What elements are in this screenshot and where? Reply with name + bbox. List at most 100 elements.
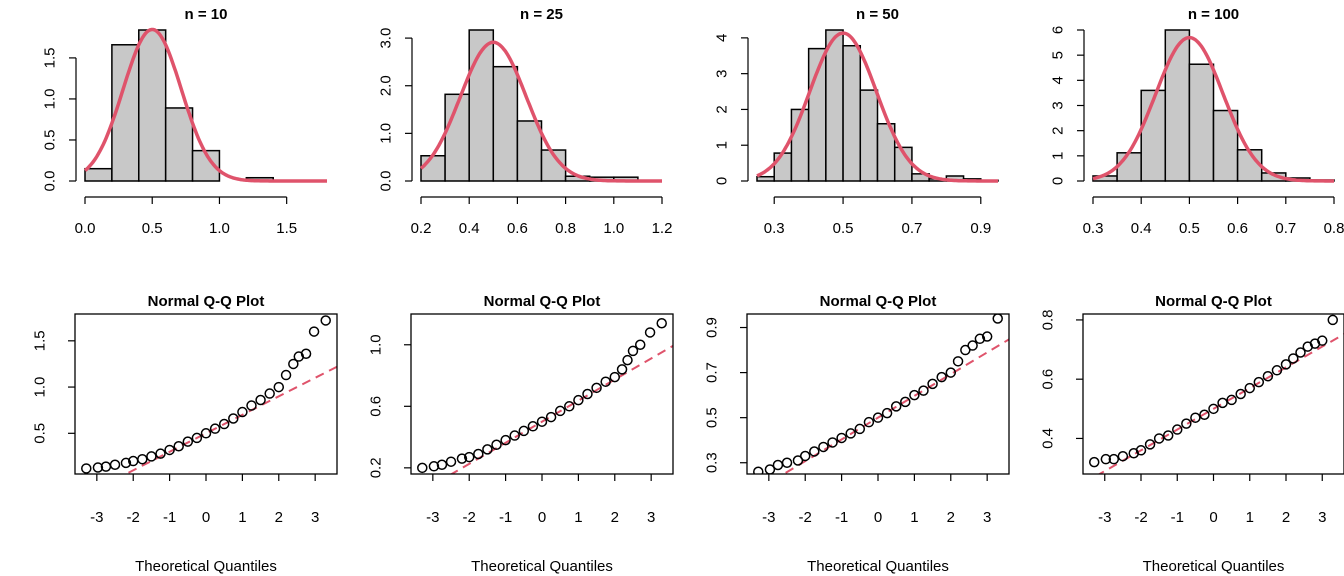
- x-tick-label: -3: [426, 509, 439, 526]
- qq-point: [1144, 439, 1156, 450]
- x-tick-label: 0.7: [1275, 220, 1296, 237]
- x-axis-title: Theoretical Quantiles: [471, 558, 613, 575]
- x-tick-label: 2: [1282, 509, 1290, 526]
- density-curve: [419, 40, 662, 183]
- qq-point: [809, 446, 820, 457]
- y-tick-label: 0.2: [368, 457, 385, 478]
- y-tick-label: 3: [714, 69, 731, 77]
- histogram-title: n = 100: [1188, 6, 1239, 23]
- qq-point: [872, 412, 884, 423]
- y-tick-label: 0.9: [704, 317, 721, 338]
- qq-point: [1190, 412, 1201, 423]
- qq-point: [1117, 450, 1129, 462]
- qq-point: [799, 450, 811, 462]
- x-tick-label: 0.9: [970, 220, 991, 237]
- qq-point: [264, 388, 275, 399]
- histogram-bar: [164, 107, 194, 182]
- qq-point: [818, 441, 829, 453]
- qq-point: [967, 340, 978, 351]
- qq-panel-1: Normal Q-Q Plot -3 -2 -1 0 1 2 3 Theoretical Qua…: [32, 293, 338, 575]
- y-tick-label: 0: [1050, 177, 1067, 185]
- qq-point: [1162, 430, 1174, 441]
- qq-point: [218, 418, 230, 430]
- histogram-bar: [138, 29, 167, 182]
- y-tick-label: 0.3: [704, 452, 721, 473]
- qq-point: [909, 389, 920, 401]
- qq-point: [518, 425, 530, 437]
- qq-point: [635, 339, 646, 351]
- x-tick-label: 3: [311, 509, 319, 526]
- y-tick-label: 0.6: [1040, 369, 1057, 390]
- qq-point: [482, 444, 493, 455]
- qq-point: [1317, 335, 1328, 346]
- qq-point: [1100, 453, 1112, 465]
- qq-point: [600, 376, 611, 387]
- qq-point: [237, 406, 248, 418]
- x-axis-title: Theoretical Quantiles: [135, 558, 277, 575]
- x-tick-label: 1.2: [652, 220, 673, 237]
- x-tick-label: 0.5: [1179, 220, 1200, 237]
- histogram-bar: [468, 29, 495, 182]
- y-axis: 0 1 2 3 4 5 6: [1050, 26, 1085, 185]
- x-tick-label: 1.0: [209, 220, 230, 237]
- qq-point: [109, 459, 121, 471]
- qq-point: [436, 459, 448, 471]
- x-axis: -3 -2 -1 0 1 2 3 Theoretical Quantiles: [90, 474, 319, 575]
- x-tick-label: 0.5: [142, 220, 163, 237]
- histogram-bar: [825, 29, 844, 182]
- qq-point: [246, 400, 257, 411]
- x-tick-label: -2: [127, 509, 140, 526]
- qq-point: [854, 423, 866, 435]
- x-tick-label: 2: [275, 509, 283, 526]
- plot-frame: [410, 313, 674, 475]
- y-tick-label: 1.0: [32, 377, 49, 398]
- qq-point: [182, 436, 194, 447]
- qq-point: [173, 441, 184, 452]
- y-tick-label: 2: [714, 105, 731, 113]
- qq-point: [1271, 365, 1283, 376]
- qq-point: [273, 381, 285, 393]
- histogram-panel-2: n = 25 0.2 0.4 0.6 0.8 1.0 1.2 0.0 1.0 2.0 3.0: [378, 6, 673, 237]
- y-tick-label: 2.0: [378, 75, 395, 96]
- qq-point: [255, 394, 266, 406]
- histogram-bar: [492, 65, 519, 182]
- x-tick-label: 0.6: [507, 220, 528, 237]
- qq-point: [155, 448, 166, 459]
- x-tick-label: 2: [611, 509, 619, 526]
- qq-point: [609, 371, 621, 383]
- qq-point: [164, 444, 175, 456]
- qq-point: [417, 462, 428, 474]
- qq-point: [1253, 376, 1265, 388]
- qq-point: [890, 401, 902, 412]
- qq-point: [1199, 409, 1210, 420]
- qq-point: [1108, 453, 1120, 465]
- histogram-bar: [1116, 152, 1142, 182]
- x-tick-label: 1.5: [276, 220, 297, 237]
- histogram-panel-4: n = 100 0.3 0.4 0.5 0.6 0.7 0.8 0 1 2 3 4 5 6: [1050, 6, 1344, 237]
- histogram-title: n = 50: [856, 6, 899, 23]
- y-axis: 0.0 0.5 1.0 1.5: [42, 47, 77, 191]
- qq-title: Normal Q-Q Plot: [1155, 293, 1272, 310]
- qq-point: [463, 451, 475, 463]
- x-axis: -3 -2 -1 0 1 2 3 Theoretical Quantiles: [762, 474, 991, 575]
- qq-point: [1295, 347, 1306, 358]
- qq-point: [428, 461, 440, 472]
- qq-point: [1327, 314, 1339, 326]
- x-tick-label: -2: [799, 509, 812, 526]
- x-axis: 0.3 0.5 0.7 0.9: [764, 196, 991, 237]
- qq-point: [836, 432, 847, 444]
- qq-point: [952, 356, 964, 367]
- x-tick-label: 0.3: [1083, 220, 1104, 237]
- histogram-bar: [756, 175, 775, 182]
- qq-point: [616, 364, 628, 375]
- histogram-bar: [420, 155, 446, 182]
- x-axis-title: Theoretical Quantiles: [807, 558, 949, 575]
- y-tick-label: 1: [1050, 152, 1067, 160]
- qq-point: [1172, 424, 1183, 435]
- density-curve: [83, 27, 327, 183]
- x-tick-label: 0.2: [411, 220, 432, 237]
- x-tick-label: 0.4: [459, 220, 480, 237]
- qq-point: [200, 428, 212, 439]
- qq-title: Normal Q-Q Plot: [820, 293, 937, 310]
